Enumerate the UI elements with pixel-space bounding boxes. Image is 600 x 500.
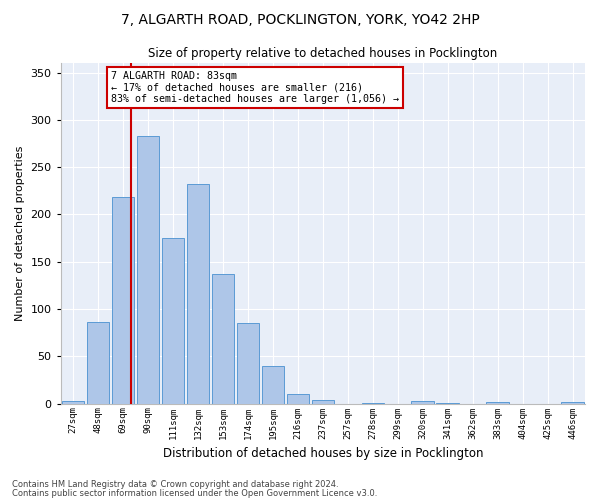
Text: Contains HM Land Registry data © Crown copyright and database right 2024.: Contains HM Land Registry data © Crown c… bbox=[12, 480, 338, 489]
X-axis label: Distribution of detached houses by size in Pocklington: Distribution of detached houses by size … bbox=[163, 447, 483, 460]
Bar bbox=[187, 184, 209, 404]
Bar bbox=[412, 401, 434, 404]
Bar bbox=[87, 322, 109, 404]
Bar bbox=[262, 366, 284, 404]
Title: Size of property relative to detached houses in Pocklington: Size of property relative to detached ho… bbox=[148, 48, 497, 60]
Text: 7, ALGARTH ROAD, POCKLINGTON, YORK, YO42 2HP: 7, ALGARTH ROAD, POCKLINGTON, YORK, YO42… bbox=[121, 12, 479, 26]
Y-axis label: Number of detached properties: Number of detached properties bbox=[15, 146, 25, 321]
Bar bbox=[212, 274, 234, 404]
Bar bbox=[237, 323, 259, 404]
Bar bbox=[62, 401, 85, 404]
Bar bbox=[436, 402, 459, 404]
Text: Contains public sector information licensed under the Open Government Licence v3: Contains public sector information licen… bbox=[12, 488, 377, 498]
Text: 7 ALGARTH ROAD: 83sqm
← 17% of detached houses are smaller (216)
83% of semi-det: 7 ALGARTH ROAD: 83sqm ← 17% of detached … bbox=[110, 70, 398, 104]
Bar bbox=[362, 402, 384, 404]
Bar bbox=[162, 238, 184, 404]
Bar bbox=[561, 402, 584, 404]
Bar bbox=[287, 394, 309, 404]
Bar bbox=[137, 136, 160, 404]
Bar bbox=[112, 198, 134, 404]
Bar bbox=[311, 400, 334, 404]
Bar bbox=[487, 402, 509, 404]
